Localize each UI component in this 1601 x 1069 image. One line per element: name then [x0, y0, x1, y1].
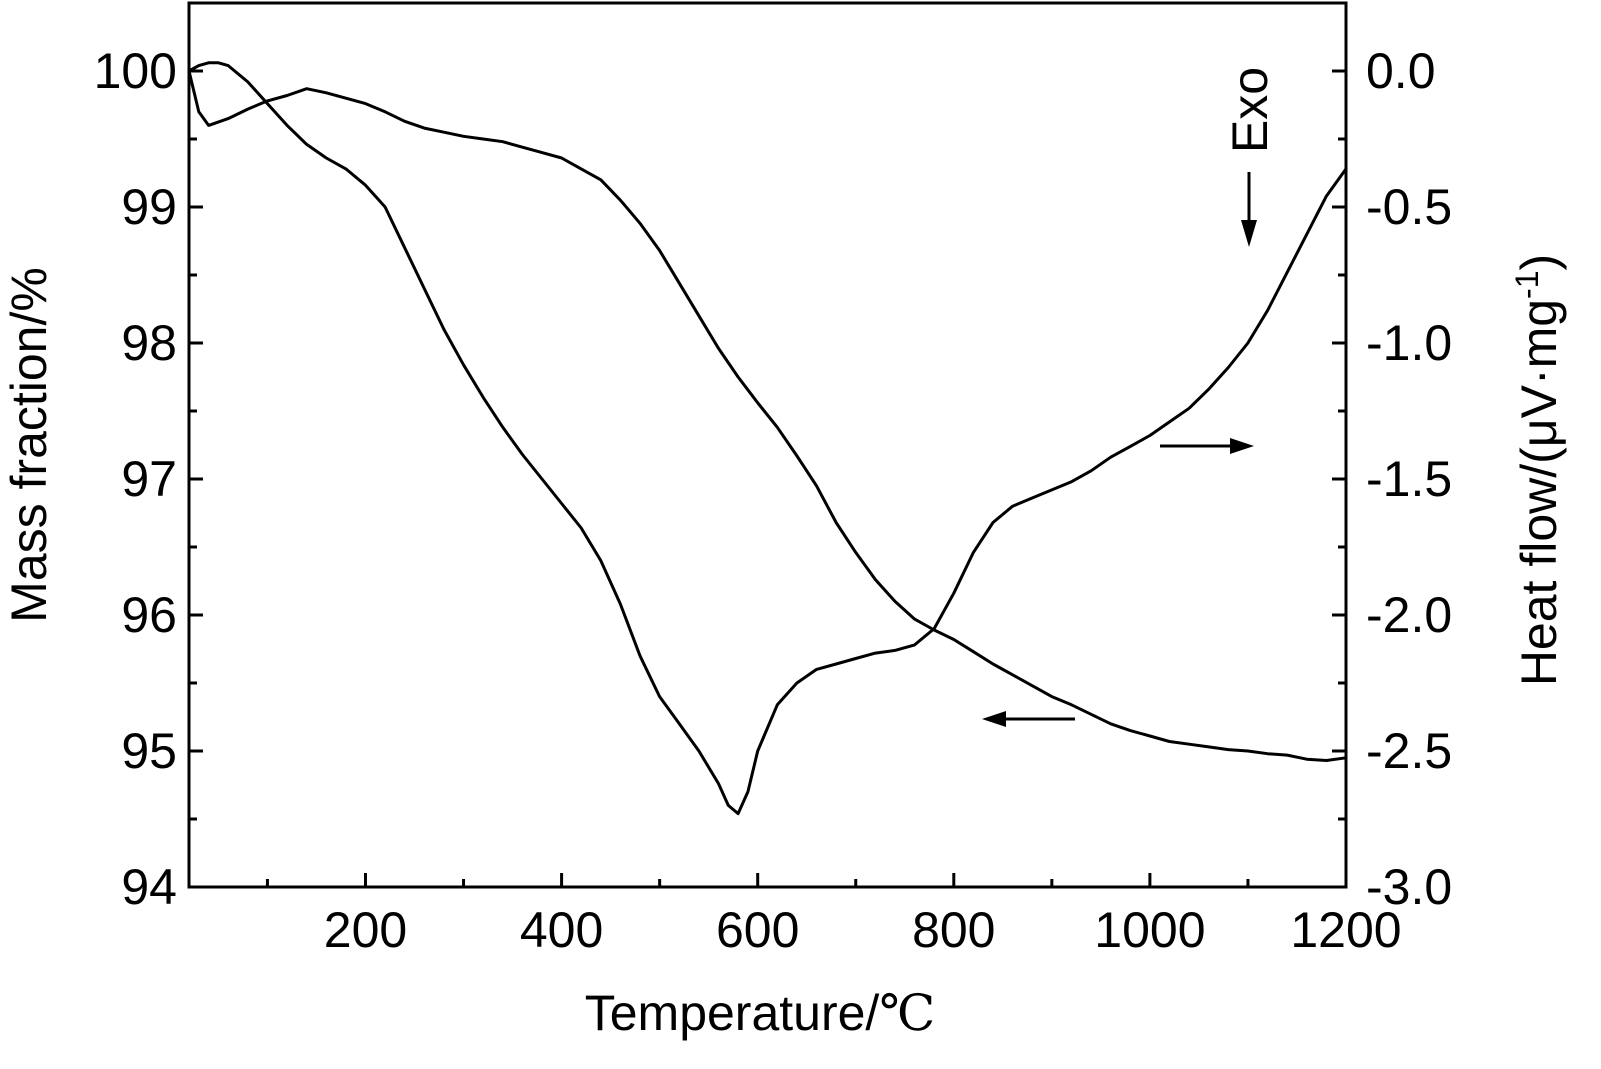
y-right-tick-label: 0.0 — [1366, 43, 1436, 99]
y-right-axis-title-close: ) — [1511, 254, 1567, 271]
y-right-axis-title: Heat flow/(μV·mg-1) — [1509, 254, 1567, 686]
y-left-tick-label: 95 — [121, 723, 177, 779]
y-right-tick-label: -1.5 — [1366, 451, 1452, 507]
right-axis-arrow-icon — [1230, 438, 1254, 454]
y-right-axis-title-superscript: -1 — [1509, 270, 1545, 298]
y-right-tick-label: -1.0 — [1366, 315, 1452, 371]
x-axis-title: Temperature/℃ — [585, 984, 936, 1042]
x-axis-title-text: Temperature/ — [585, 985, 880, 1041]
tg-mass-line — [189, 71, 1346, 761]
y-left-axis-title: Mass fraction/% — [1, 267, 57, 623]
x-tick-label: 200 — [324, 902, 407, 958]
x-axis-unit: ℃ — [879, 984, 935, 1042]
x-tick-label: 400 — [520, 902, 603, 958]
x-tick-label: 600 — [716, 902, 799, 958]
y-left-tick-label: 98 — [121, 315, 177, 371]
left-axis-arrow-icon — [982, 711, 1006, 727]
y-left-tick-label: 96 — [121, 587, 177, 643]
y-left-tick-label: 100 — [94, 43, 177, 99]
y-right-axis-title-text: Heat flow/(μV·mg — [1511, 299, 1567, 686]
y-right-tick-label: -2.5 — [1366, 723, 1452, 779]
annotation-layer: Exo — [982, 67, 1278, 727]
y-left-tick-label: 97 — [121, 451, 177, 507]
x-tick-label: 800 — [912, 902, 995, 958]
y-left-tick-label: 99 — [121, 179, 177, 235]
exo-label: Exo — [1222, 67, 1278, 153]
y-right-tick-label: -2.0 — [1366, 587, 1452, 643]
y-right-tick-label: -0.5 — [1366, 179, 1452, 235]
x-tick-label: 1000 — [1094, 902, 1205, 958]
series-layer — [189, 63, 1346, 814]
y-right-tick-label: -3.0 — [1366, 859, 1452, 915]
dsc-heatflow-line — [189, 63, 1346, 814]
y-left-tick-label: 94 — [121, 859, 177, 915]
exo-arrow-down-icon — [1241, 220, 1257, 247]
